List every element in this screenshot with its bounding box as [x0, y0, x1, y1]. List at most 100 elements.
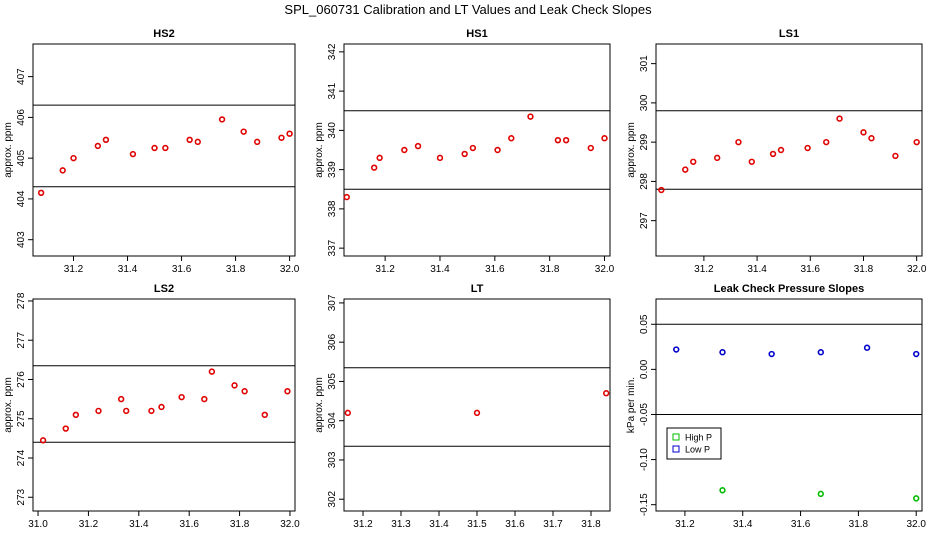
- data-point: [37, 189, 45, 197]
- y-tick-label: 342: [327, 43, 338, 60]
- x-tick-label: 31.2: [353, 519, 373, 530]
- data-point: [719, 487, 726, 494]
- y-tick-label: 340: [327, 122, 338, 139]
- x-tick-label: 32.0: [595, 264, 615, 275]
- y-tick-label: -0.10: [639, 448, 650, 471]
- panel-4: LS2 31.0 31.2 31.4 31.6 31.8 32.0 273 274 275 276 2…: [3, 283, 300, 530]
- data-point: [162, 144, 169, 152]
- y-tick-label: 405: [16, 149, 27, 166]
- panel-title: LS1: [779, 28, 799, 40]
- panel-2: HS1 31.2 31.4 31.6 31.8 32.0 337 338 339 340 341 34…: [314, 28, 615, 275]
- y-tick-label: 341: [327, 82, 338, 99]
- data-point: [240, 128, 247, 135]
- legend-box: [666, 427, 722, 460]
- y-tick-label: 0.05: [639, 314, 650, 334]
- panel-title: HS1: [466, 28, 487, 40]
- data-point: [913, 138, 920, 146]
- panel-title: LS2: [154, 283, 174, 295]
- data-point: [713, 154, 721, 162]
- data-point: [863, 344, 871, 351]
- y-tick-label: 278: [16, 292, 27, 309]
- x-tick-label: 31.8: [854, 264, 874, 275]
- data-point: [218, 116, 226, 123]
- data-point: [436, 154, 444, 162]
- x-tick-label: 31.5: [467, 519, 487, 530]
- x-tick-label: 31.4: [118, 264, 138, 275]
- data-point: [401, 146, 408, 154]
- x-tick-label: 31.6: [485, 264, 505, 275]
- y-tick-label: 307: [327, 294, 338, 311]
- data-point: [913, 350, 920, 358]
- x-tick-label: 31.6: [172, 264, 192, 275]
- panel-6: Leak Check Pressure Slopes 31.2 31.4 31.6 31…: [626, 283, 926, 530]
- x-tick-label: 31.0: [28, 519, 48, 530]
- y-tick-label: 297: [639, 212, 650, 229]
- data-point: [117, 395, 125, 403]
- data-point: [817, 349, 825, 356]
- y-tick-label: 274: [16, 449, 27, 466]
- data-point: [823, 138, 830, 146]
- y-tick-label: 299: [639, 133, 650, 150]
- data-point: [286, 130, 293, 137]
- y-tick-label: 305: [327, 373, 338, 390]
- data-point: [344, 409, 351, 417]
- data-point: [601, 135, 608, 142]
- x-tick-label: 31.6: [801, 264, 821, 275]
- x-tick-label: 31.4: [129, 519, 149, 530]
- data-point: [261, 411, 268, 419]
- x-tick-label: 31.6: [791, 519, 811, 530]
- y-tick-label: 304: [327, 412, 338, 429]
- plot-frame: [32, 298, 296, 512]
- panel-5: LT 31.2 31.3 31.4 31.5 31.6 31.7 31.8 302 303 304 3…: [314, 283, 611, 530]
- x-tick-label: 31.2: [64, 264, 84, 275]
- data-point: [587, 144, 595, 152]
- panel-title: LT: [471, 283, 484, 295]
- y-axis-label: approx. ppm: [3, 122, 14, 178]
- y-tick-label: 303: [327, 451, 338, 468]
- plot-frame: [655, 298, 923, 512]
- y-tick-label: 275: [16, 410, 27, 427]
- figure-title: SPL_060731 Calibration and LT Values and…: [284, 2, 652, 17]
- x-tick-label: 31.2: [79, 519, 99, 530]
- x-tick-label: 32.0: [907, 264, 927, 275]
- y-tick-label: 300: [639, 94, 650, 111]
- data-point: [690, 158, 697, 165]
- data-point: [469, 144, 477, 152]
- panel-1: HS2 31.2 31.4 31.6 31.8 32.0 403 404 405 406 407 ap…: [3, 28, 300, 275]
- panel-title: Leak Check Pressure Slopes: [714, 283, 864, 295]
- x-tick-label: 31.8: [581, 519, 601, 530]
- data-point: [473, 409, 481, 417]
- data-point: [748, 158, 755, 165]
- data-point: [123, 407, 130, 415]
- y-tick-label: 273: [16, 488, 27, 505]
- data-point: [158, 403, 165, 411]
- y-tick-label: 0.00: [639, 359, 650, 379]
- data-point: [284, 388, 291, 395]
- x-tick-label: 32.0: [280, 519, 300, 530]
- x-tick-label: 31.6: [505, 519, 525, 530]
- y-tick-label: -0.15: [639, 493, 650, 516]
- x-tick-label: 31.2: [375, 264, 395, 275]
- y-tick-label: 406: [16, 109, 27, 126]
- x-tick-label: 31.8: [226, 264, 246, 275]
- data-point: [892, 152, 899, 160]
- plot-frame: [343, 43, 611, 257]
- data-point: [343, 193, 350, 201]
- data-point: [682, 166, 689, 173]
- y-tick-label: 403: [16, 231, 27, 248]
- data-point: [804, 144, 811, 152]
- x-tick-label: 32.0: [906, 519, 926, 530]
- y-tick-label: 301: [639, 55, 650, 72]
- y-tick-label: 306: [327, 333, 338, 350]
- data-point: [769, 150, 777, 158]
- panel-title: HS2: [153, 28, 174, 40]
- data-point: [208, 368, 216, 375]
- x-tick-label: 31.8: [540, 264, 560, 275]
- y-tick-label: 407: [16, 68, 27, 85]
- y-tick-label: 276: [16, 371, 27, 388]
- data-point: [414, 142, 422, 150]
- data-point: [94, 142, 102, 150]
- x-tick-label: 32.0: [280, 264, 300, 275]
- data-point: [602, 390, 610, 397]
